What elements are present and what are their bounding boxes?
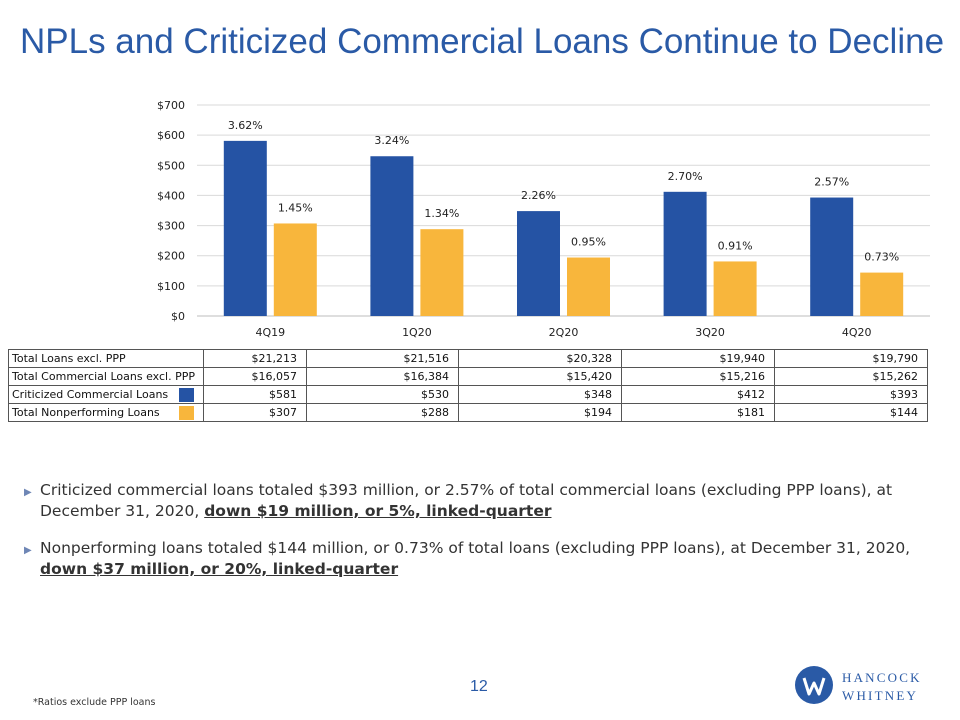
x-tick-label: 3Q20 xyxy=(695,326,725,339)
bullet-arrow-icon: ▶ xyxy=(24,487,32,498)
table-cell: $19,790 xyxy=(774,349,928,368)
bar-nonperforming-3Q20 xyxy=(713,261,757,316)
data-label: 3.24% xyxy=(374,134,409,147)
data-table: Total Loans excl. PPP $21,213 $21,516 $20,3… xyxy=(8,349,928,422)
bullet-item: ▶ Nonperforming loans totaled $144 milli… xyxy=(24,538,944,580)
hancock-whitney-w-icon xyxy=(795,666,833,704)
table-cell: $181 xyxy=(621,403,775,422)
chart-gridlines xyxy=(197,104,930,317)
data-label: 0.91% xyxy=(718,239,753,252)
bar-nonperforming-2Q20 xyxy=(567,257,610,316)
bar-criticized-1Q20 xyxy=(370,156,414,316)
table-cell: $16,057 xyxy=(203,367,307,386)
y-axis-ticks: $0 $100 $200 $300 $400 $500 $600 $700 xyxy=(157,99,185,323)
chart-bars xyxy=(223,140,904,316)
y-tick-label: $400 xyxy=(157,189,185,202)
x-tick-label: 2Q20 xyxy=(549,326,579,339)
data-label: 3.62% xyxy=(228,119,263,132)
y-tick-label: $0 xyxy=(171,310,185,323)
y-tick-label: $100 xyxy=(157,280,185,293)
table-cell: $15,216 xyxy=(621,367,775,386)
page-number: 12 xyxy=(470,678,488,695)
bullet-list: ▶ Criticized commercial loans totaled $3… xyxy=(24,480,944,596)
data-label: 0.73% xyxy=(864,251,899,264)
row-label: Total Commercial Loans excl. PPP xyxy=(12,370,195,383)
table-cell: $144 xyxy=(774,403,928,422)
y-tick-label: $200 xyxy=(157,250,185,263)
row-label: Criticized Commercial Loans xyxy=(12,388,169,401)
table-cell: $307 xyxy=(203,403,307,422)
bullet-arrow-icon: ▶ xyxy=(24,545,32,556)
logo-line1: HANCOCK xyxy=(842,670,922,685)
table-cell: $348 xyxy=(458,385,622,404)
table-cell: $20,328 xyxy=(458,349,622,368)
x-tick-label: 1Q20 xyxy=(402,326,432,339)
bullet-emphasis: down $37 million, or 20%, linked-quarter xyxy=(40,560,399,578)
bar-criticized-3Q20 xyxy=(663,191,707,316)
table-row: Total Nonperforming Loans $307 $288 $194 $18… xyxy=(8,403,928,422)
bar-nonperforming-4Q20 xyxy=(860,272,904,316)
x-tick-label: 4Q20 xyxy=(842,326,872,339)
bar-nonperforming-1Q20 xyxy=(420,229,464,316)
table-cell: $19,940 xyxy=(621,349,775,368)
table-cell: $393 xyxy=(774,385,928,404)
row-label: Total Nonperforming Loans xyxy=(12,406,160,419)
table-cell: $288 xyxy=(306,403,459,422)
logo-line2: WHITNEY xyxy=(842,688,918,703)
table-cell: $530 xyxy=(306,385,459,404)
footnote: *Ratios exclude PPP loans xyxy=(33,697,156,708)
y-tick-label: $700 xyxy=(157,99,185,112)
bullet-text: Criticized commercial loans totaled $393… xyxy=(40,481,893,520)
bullet-item: ▶ Criticized commercial loans totaled $3… xyxy=(24,480,944,522)
data-label: 2.70% xyxy=(668,170,703,183)
table-cell: $412 xyxy=(621,385,775,404)
table-row: Total Commercial Loans excl. PPP $16,057 $… xyxy=(8,367,928,386)
table-cell: $194 xyxy=(458,403,622,422)
data-label: 2.57% xyxy=(814,176,849,189)
table-cell: $16,384 xyxy=(306,367,459,386)
bar-chart: $0 $100 $200 $300 $400 $500 $600 $700 3.62% 1.45… xyxy=(157,99,930,339)
bullet-emphasis: down $19 million, or 5%, linked-quarter xyxy=(204,502,552,520)
x-tick-label: 4Q19 xyxy=(255,326,285,339)
row-label-cell: Total Commercial Loans excl. PPP xyxy=(8,367,204,386)
legend-swatch xyxy=(179,405,194,420)
y-tick-label: $500 xyxy=(157,159,185,172)
table-cell: $15,262 xyxy=(774,367,928,386)
y-tick-label: $300 xyxy=(157,220,185,233)
data-label: 1.45% xyxy=(278,201,313,214)
row-label-cell: Criticized Commercial Loans xyxy=(8,385,204,404)
table-cell: $21,213 xyxy=(203,349,307,368)
data-label: 2.26% xyxy=(521,189,556,202)
bar-criticized-4Q20 xyxy=(810,197,854,316)
row-label: Total Loans excl. PPP xyxy=(12,352,126,365)
row-label-cell: Total Loans excl. PPP xyxy=(8,349,204,368)
y-tick-label: $600 xyxy=(157,129,185,142)
table-row: Total Loans excl. PPP $21,213 $21,516 $20,3… xyxy=(8,349,928,368)
table-cell: $581 xyxy=(203,385,307,404)
bar-criticized-4Q19 xyxy=(223,140,267,316)
bar-criticized-2Q20 xyxy=(517,211,560,316)
bullet-text: Nonperforming loans totaled $144 million… xyxy=(40,539,911,557)
row-label-cell: Total Nonperforming Loans xyxy=(8,403,204,422)
data-label: 1.34% xyxy=(424,207,459,220)
hancock-whitney-logo: HANCOCK WHITNEY xyxy=(795,666,922,704)
data-label: 0.95% xyxy=(571,236,606,249)
chart-data-labels: 3.62% 1.45% 3.24% 1.34% 2.26% 0.95% 2.70% 0.91%… xyxy=(228,119,899,264)
bar-nonperforming-4Q19 xyxy=(273,223,317,316)
table-row: Criticized Commercial Loans $581 $530 $348 $… xyxy=(8,385,928,404)
x-axis-ticks: 4Q19 1Q20 2Q20 3Q20 4Q20 xyxy=(255,326,871,339)
table-cell: $21,516 xyxy=(306,349,459,368)
table-cell: $15,420 xyxy=(458,367,622,386)
legend-swatch xyxy=(179,387,194,402)
page-title: NPLs and Criticized Commercial Loans Con… xyxy=(20,22,945,61)
